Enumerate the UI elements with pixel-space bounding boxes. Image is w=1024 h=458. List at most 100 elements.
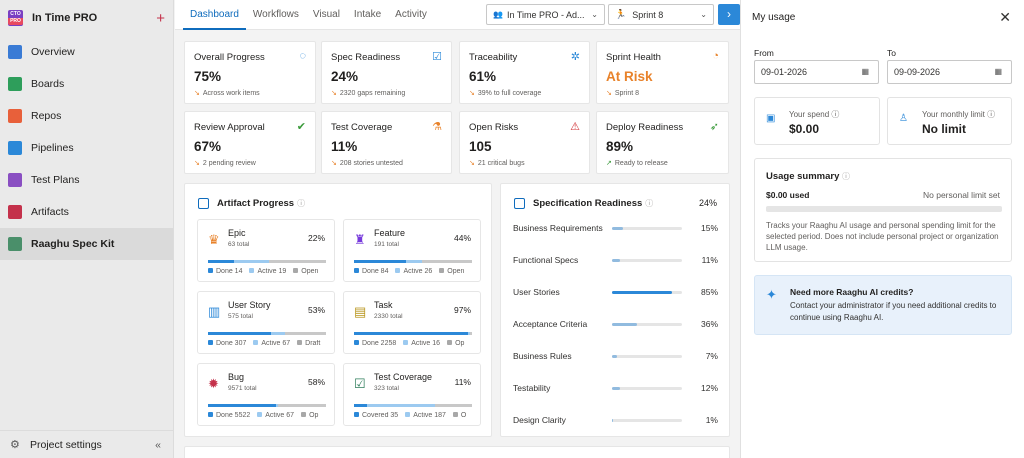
done-segment [354,260,406,263]
info-icon[interactable]: ⓘ [297,199,306,208]
spec-percent: 15% [700,223,718,233]
tab-intake[interactable]: Intake [353,8,382,20]
active-segment [366,404,436,407]
stat-subtitle: ↘ Sprint 8 [606,89,639,97]
tab-workflows[interactable]: Workflows [252,8,299,20]
sidebar-item-artifacts[interactable]: Artifacts [0,196,173,228]
legend-item: Done 84 [354,268,388,275]
info-icon[interactable]: ⓘ [645,199,654,208]
legend-label: Done 2258 [362,340,397,347]
info-icon[interactable]: ⓘ [842,172,851,181]
test-plans-icon [8,173,22,187]
usage-summary-box: Usage summary ⓘ $0.00 used No personal l… [754,158,1012,262]
person-icon: ♙ [899,113,908,124]
sidebar-item-raaghu-spec-kit[interactable]: Raaghu Spec Kit [0,228,173,260]
overview-icon [8,45,22,59]
legend-item: Active 187 [405,412,446,419]
sidebar-item-label: Artifacts [31,206,69,218]
sprint-select[interactable]: 🏃 Sprint 8 ⌄ [608,4,714,25]
calendar-icon[interactable]: ▦ [861,67,869,76]
active-segment [276,404,278,407]
artifact-card-bug[interactable]: ✹ Bug 9571 total 58% Done 5522 Active 67 Op [197,363,335,426]
done-segment [354,404,367,407]
from-date-value: 09-01-2026 [761,67,808,77]
stat-title: Overall Progress [194,52,265,63]
sidebar-item-label: Overview [31,46,75,58]
sidebar-item-test-plans[interactable]: Test Plans [0,164,173,196]
spec-percent: 12% [700,383,718,393]
tab-activity[interactable]: Activity [395,8,427,20]
stat-subtitle: ↘ 2320 gaps remaining [331,89,405,97]
stat-subtitle-text: Ready to release [614,160,668,167]
spend-label: Your spend ⓘ [789,109,839,120]
project-select-value: In Time PRO - Ad... [506,9,585,20]
from-label: From [754,48,774,58]
org-header[interactable]: CTO PRO In Time PRO + [0,0,173,36]
legend-label: Done 14 [216,268,243,275]
artifact-progress-bar [208,332,326,335]
artifact-card-user-story[interactable]: ▥ User Story 575 total 53% Done 307 Active 67… [197,291,335,354]
calendar-icon[interactable]: ▦ [994,67,1002,76]
org-logo-bottom: PRO [8,18,23,25]
collapse-sidebar-icon[interactable]: « [155,438,161,451]
artifact-name: User Story [228,300,271,310]
clipboard-icon: ▤ [354,304,367,319]
usage-summary-description: Tracks your Raaghu AI usage and personal… [766,221,999,252]
trend-down-icon: ↘ [469,160,475,167]
artifact-card-feature[interactable]: ♜ Feature 191 total 44% Done 84 Active 26 Open [343,219,481,282]
sidebar-item-boards[interactable]: Boards [0,68,173,100]
stat-subtitle: ↘ 208 stories untested [331,159,403,167]
artifact-legend: Done 84 Active 26 Open [354,268,472,275]
sidebar-item-repos[interactable]: Repos [0,100,173,132]
project-select[interactable]: 👥 In Time PRO - Ad... ⌄ [486,4,605,25]
spend-value: $0.00 [789,122,820,136]
gear-icon: ⚙ [10,439,20,451]
legend-dot [452,412,458,417]
legend-item: Active 67 [257,412,294,419]
chevron-right-icon: › [727,7,731,21]
legend-item: Active 26 [395,268,432,275]
sidebar-item-pipelines[interactable]: Pipelines [0,132,173,164]
stat-value: 75% [194,69,222,84]
legend-item: Done 5522 [208,412,250,419]
spec-percent: 85% [700,287,718,297]
artifact-name: Bug [228,372,245,382]
limit-box: ♙ Your monthly limit ⓘ No limit [887,97,1012,145]
to-date-field[interactable]: 09-09-2026 ▦ [887,60,1012,84]
artifact-card-task[interactable]: ▤ Task 2330 total 97% Done 2258 Active 16 Op [343,291,481,354]
limit-label: Your monthly limit ⓘ [922,109,995,120]
artifact-percent: 97% [453,305,471,315]
tab-visual[interactable]: Visual [312,8,340,20]
from-date-field[interactable]: 09-01-2026 ▦ [754,60,879,84]
stat-value: 67% [194,139,222,154]
spec-percent: 36% [700,319,718,329]
stat-title: Spec Readiness [331,52,401,63]
project-settings-link[interactable]: ⚙ Project settings « [0,430,173,458]
spec-track [612,291,682,294]
legend-item: Done 14 [208,268,242,275]
sidebar-item-overview[interactable]: Overview [0,36,173,68]
close-icon[interactable]: ✕ [999,9,1011,25]
new-item-plus-icon[interactable]: + [156,9,165,27]
sidebar-item-label: Pipelines [31,142,74,154]
stat-title: Deploy Readiness [606,122,684,133]
info-icon[interactable]: ⓘ [831,110,840,119]
stat-card-open-risks: Open Risks 105 ↘ 21 critical bugs ⚠ [459,111,590,174]
artifact-card-test-coverage[interactable]: ☑ Test Coverage 323 total 11% Covered 35 Acti… [343,363,481,426]
artifacts-icon [8,205,22,219]
sidebar-item-label: Test Plans [31,174,80,186]
artifact-progress-bar [354,260,472,263]
artifact-card-epic[interactable]: ♛ Epic 63 total 22% Done 14 Active 19 Open [197,219,335,282]
warning-icon: ⚠ [570,121,580,133]
credits-callout: ✦ Need more Raaghu AI credits? Contact y… [754,275,1012,335]
info-icon[interactable]: ⓘ [987,110,996,119]
pipelines-icon [8,141,22,155]
artifact-total: 575 total [228,313,253,320]
spec-fill [612,323,638,326]
stat-value: 24% [331,69,359,84]
network-icon: ✲ [570,51,580,63]
tab-dashboard[interactable]: Dashboard [183,0,246,30]
stat-card-deploy-readiness: Deploy Readiness 89% ↗ Ready to release ➶ [596,111,729,174]
book-icon: ▥ [208,304,221,319]
expand-panel-button[interactable]: › [718,4,740,25]
